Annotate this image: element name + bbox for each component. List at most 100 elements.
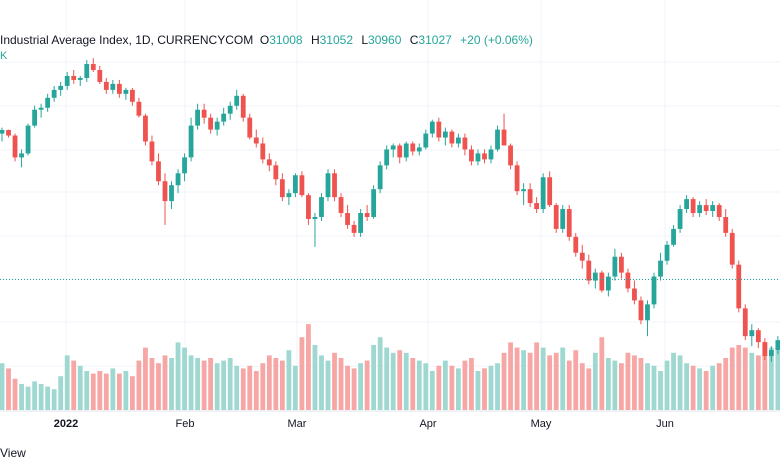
candle-body	[227, 105, 233, 114]
volume-bar	[90, 373, 96, 410]
volume-bar	[25, 386, 31, 410]
candle-body	[345, 213, 350, 225]
candle-body	[723, 216, 729, 233]
volume-bar	[423, 363, 429, 410]
candle-body	[325, 173, 331, 198]
volume-bar	[371, 345, 377, 410]
volume-bar	[755, 355, 761, 410]
change-value: +20 (+0.06%)	[460, 33, 533, 47]
x-tick-label: Jun	[656, 418, 674, 430]
candle-body	[592, 272, 598, 281]
volume-bar	[703, 371, 709, 410]
volume-bar	[162, 355, 168, 410]
candle-body	[332, 173, 337, 198]
volume-bar	[495, 363, 500, 410]
candle-body	[410, 143, 416, 152]
high-label: H	[310, 33, 320, 47]
volume-bar	[403, 352, 409, 410]
volume-bar	[293, 365, 298, 410]
candle-body	[169, 185, 174, 202]
volume-bar	[306, 324, 311, 410]
volume-bar	[677, 355, 683, 410]
candle-body	[651, 276, 657, 305]
volume-bar	[456, 368, 461, 410]
volume-bar	[312, 345, 318, 410]
candle-body	[12, 135, 18, 158]
volume-bar	[658, 371, 663, 410]
candle-body	[501, 129, 507, 146]
candle-body	[6, 129, 11, 136]
volume-bar	[266, 355, 272, 410]
candle-body	[175, 173, 181, 186]
candle-body	[143, 115, 148, 142]
volume-bar	[768, 347, 774, 410]
volume-bar	[234, 365, 240, 410]
candle-body	[742, 308, 748, 337]
candle-body	[579, 252, 585, 261]
volume-bar	[553, 352, 559, 410]
volume-bar	[527, 352, 533, 410]
symbol-legend[interactable]: Industrial Average Index, 1D, CURRENCYCO…	[0, 33, 533, 47]
volume-bar	[482, 368, 487, 410]
volume-bar	[749, 352, 755, 410]
volume-bar	[697, 368, 703, 410]
low-value: 30960	[368, 33, 402, 47]
candle-body	[351, 224, 357, 233]
candle-body	[729, 232, 735, 265]
candle-body	[253, 137, 259, 144]
volume-bar	[123, 371, 129, 410]
footer-watermark[interactable]: View	[0, 446, 26, 460]
volume-bar	[514, 347, 520, 410]
close-value: 31027	[418, 33, 452, 47]
candle-body	[377, 165, 383, 190]
volume-bar	[214, 363, 220, 410]
candle-body	[234, 95, 240, 106]
candle-body	[149, 141, 155, 162]
volume-bar	[273, 358, 279, 410]
candle-body	[423, 133, 429, 148]
candle-body	[116, 83, 122, 94]
volume-bar	[332, 352, 337, 410]
volume-bar	[547, 355, 553, 410]
volume-bar	[736, 345, 742, 410]
candle-body	[716, 205, 722, 217]
candle-body	[697, 205, 703, 214]
volume-bar	[253, 371, 259, 410]
candle-body	[247, 117, 253, 138]
candle-body	[540, 177, 546, 210]
volume-bar	[103, 373, 109, 410]
candle-body	[77, 77, 83, 80]
volume-bar	[742, 347, 748, 410]
symbol-title: Industrial Average Index, 1D, CURRENCYCO…	[0, 33, 254, 47]
volume-bar	[240, 368, 246, 410]
volume-bar	[645, 363, 650, 410]
x-tick-label: May	[531, 418, 552, 430]
candle-body	[25, 125, 31, 154]
candle-body	[319, 197, 324, 217]
volume-bar	[299, 337, 305, 410]
volume-bar	[684, 363, 689, 410]
candle-body	[51, 89, 57, 98]
candle-body	[710, 205, 716, 212]
candle-body	[762, 342, 768, 357]
volume-bar	[716, 363, 722, 410]
candle-body	[260, 143, 266, 160]
candle-body	[755, 330, 761, 343]
volume-bar	[279, 360, 285, 410]
candle-body	[436, 121, 442, 138]
candle-body	[188, 125, 194, 158]
candle-body	[456, 137, 461, 144]
volume-bar	[247, 365, 253, 410]
candle-body	[553, 205, 559, 229]
volume-bar	[345, 365, 350, 410]
volume-bar	[671, 352, 676, 410]
volume-bar	[221, 360, 227, 410]
candle-body	[103, 81, 109, 90]
candle-body	[416, 147, 422, 152]
volume-bar	[508, 342, 513, 410]
volume-bar	[19, 384, 24, 410]
candle-body	[136, 101, 142, 116]
candle-body	[38, 107, 44, 110]
candle-body	[508, 145, 513, 166]
